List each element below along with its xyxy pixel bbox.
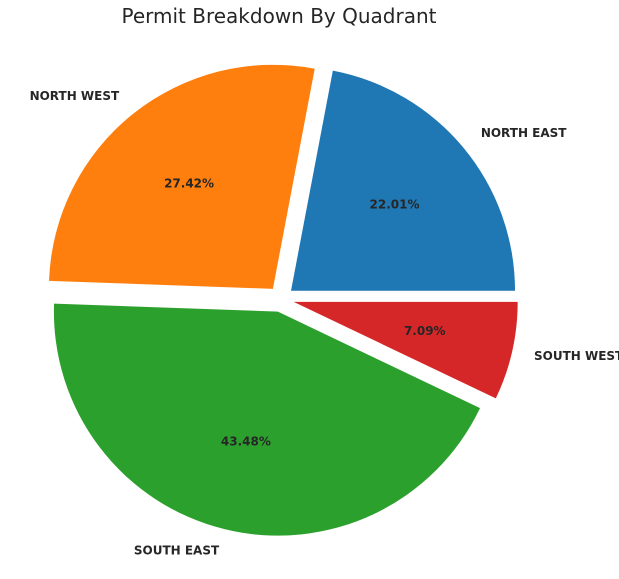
category-label-north-west: NORTH WEST: [30, 89, 120, 103]
category-label-north-east: NORTH EAST: [481, 126, 567, 140]
pct-label-south-west: 7.09%: [404, 324, 446, 338]
pct-label-south-east: 43.48%: [221, 435, 271, 449]
category-label-south-west: SOUTH WEST: [534, 349, 619, 363]
pct-label-north-east: 22.01%: [370, 198, 420, 212]
category-label-south-east: SOUTH EAST: [134, 543, 220, 557]
slice-south-west: [293, 301, 518, 399]
slice-north-west: [49, 64, 315, 289]
pct-label-north-west: 27.42%: [164, 176, 214, 190]
slice-north-east: [291, 70, 516, 291]
slice-south-east: [53, 303, 481, 536]
chart-title: Permit Breakdown By Quadrant: [121, 4, 437, 28]
